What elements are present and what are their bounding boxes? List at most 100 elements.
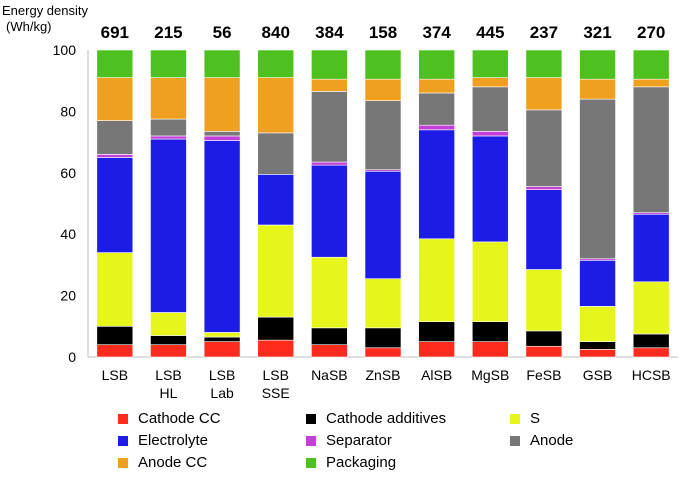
bar-segment-4-2: [311, 256, 348, 329]
bar-segment-7-3: [471, 135, 509, 243]
bar-segment-9-6: [579, 78, 616, 100]
x-tick-label-7-0: MgSB: [471, 367, 509, 383]
bar-segment-7-4: [471, 131, 509, 137]
bar-segment-7-6: [471, 77, 509, 88]
bar-segment-5-5: [364, 100, 402, 171]
y-tick-label-0: 0: [68, 349, 76, 365]
energy-density-title-line2: (Wh/kg): [6, 19, 52, 34]
bar-segment-4-6: [311, 78, 348, 92]
x-tick-label-1-0: LSB: [155, 367, 181, 383]
bar-segment-1-6: [150, 77, 187, 120]
legend-label-6: Anode CC: [138, 454, 208, 471]
y-tick-label-3: 60: [60, 165, 76, 181]
bar-segment-8-5: [525, 109, 563, 187]
bar-segment-10-2: [632, 281, 670, 335]
legend-swatch-0: [118, 414, 128, 424]
bar-segment-4-0: [311, 344, 348, 358]
bar-segment-9-2: [579, 306, 616, 342]
legend-swatch-6: [118, 458, 128, 468]
x-tick-label-2-1: Lab: [210, 385, 234, 401]
energy-density-value-1: 215: [154, 23, 182, 42]
bar-segment-9-1: [579, 341, 616, 350]
energy-density-value-4: 384: [315, 23, 344, 42]
energy-density-value-3: 840: [262, 23, 290, 42]
bar-segment-7-1: [471, 321, 509, 342]
legend-label-5: Anode: [530, 432, 574, 449]
legend-label-1: Cathode additives: [326, 410, 447, 427]
bar-segment-6-5: [418, 92, 455, 126]
y-tick-label-5: 100: [53, 42, 77, 58]
bar-segment-0-3: [96, 157, 134, 253]
x-tick-label-3-0: LSB: [262, 367, 288, 383]
bar-segment-9-5: [579, 98, 616, 260]
legend-swatch-1: [306, 414, 316, 424]
bar-segment-10-7: [632, 49, 670, 80]
x-tick-label-10-0: HCSB: [632, 367, 671, 383]
bar-segment-8-2: [525, 269, 563, 332]
bar-segment-10-6: [632, 78, 670, 88]
energy-density-value-0: 691: [101, 23, 129, 42]
bar-segment-3-2: [257, 224, 295, 318]
bar-segment-1-5: [150, 118, 187, 137]
bar-segment-2-5: [203, 131, 241, 137]
legend-swatch-7: [306, 458, 316, 468]
bar-segment-4-4: [311, 161, 348, 166]
bar-segment-5-2: [364, 278, 402, 329]
bar-segment-7-2: [471, 241, 509, 322]
bar-segment-1-3: [150, 138, 187, 313]
energy-density-value-8: 237: [530, 23, 558, 42]
bar-segment-2-1: [203, 336, 241, 342]
bar-segment-9-7: [579, 49, 616, 80]
bar-segment-0-4: [96, 154, 134, 158]
bar-segment-4-3: [311, 164, 348, 258]
bar-segment-10-3: [632, 213, 670, 283]
legend-swatch-2: [510, 414, 520, 424]
bar-segment-8-3: [525, 189, 563, 270]
energy-density-value-9: 321: [583, 23, 611, 42]
bar-segment-8-7: [525, 49, 563, 78]
bar-segment-3-7: [257, 49, 295, 78]
x-tick-label-3-1: SSE: [262, 385, 290, 401]
y-tick-label-4: 80: [60, 103, 76, 119]
energy-density-value-7: 445: [476, 23, 504, 42]
bar-segment-3-3: [257, 174, 295, 226]
bar-segment-8-4: [525, 186, 563, 190]
bar-segment-4-5: [311, 91, 348, 163]
bar-segment-2-7: [203, 49, 241, 78]
bar-segment-6-4: [418, 124, 455, 131]
x-tick-label-1-1: HL: [160, 385, 178, 401]
legend-label-2: S: [530, 410, 541, 427]
bar-segment-1-7: [150, 49, 187, 78]
bar-segment-5-7: [364, 49, 402, 80]
bar-segment-2-3: [203, 140, 241, 333]
x-tick-label-2-0: LSB: [209, 367, 235, 383]
bar-segment-0-0: [96, 344, 134, 358]
bar-segment-0-2: [96, 252, 134, 327]
x-tick-label-4-0: NaSB: [311, 367, 348, 383]
bar-segment-6-7: [418, 49, 455, 80]
legend-label-7: Packaging: [326, 454, 397, 471]
bar-segment-2-4: [203, 135, 241, 141]
bar-segment-1-2: [150, 312, 187, 336]
bar-segment-5-0: [364, 347, 402, 358]
bar-segment-1-1: [150, 335, 187, 346]
x-tick-label-0-0: LSB: [102, 367, 128, 383]
energy-density-value-2: 56: [213, 23, 232, 42]
bar-segment-7-7: [471, 49, 509, 78]
bar-segment-0-7: [96, 49, 134, 78]
bar-segment-5-3: [364, 170, 402, 280]
bar-segment-4-1: [311, 327, 348, 346]
bar-segment-0-6: [96, 77, 134, 121]
bar-segment-6-1: [418, 321, 455, 342]
bar-segment-6-3: [418, 129, 455, 240]
bar-segment-6-0: [418, 341, 455, 358]
bar-segment-1-0: [150, 344, 187, 358]
bar-segment-8-6: [525, 77, 563, 111]
bar-segment-3-0: [257, 339, 295, 358]
legend-label-0: Cathode CC: [138, 410, 221, 427]
bar-segment-10-0: [632, 347, 670, 358]
y-tick-label-1: 20: [60, 288, 76, 304]
x-tick-label-9-0: GSB: [583, 367, 613, 383]
bar-segment-10-1: [632, 333, 670, 349]
